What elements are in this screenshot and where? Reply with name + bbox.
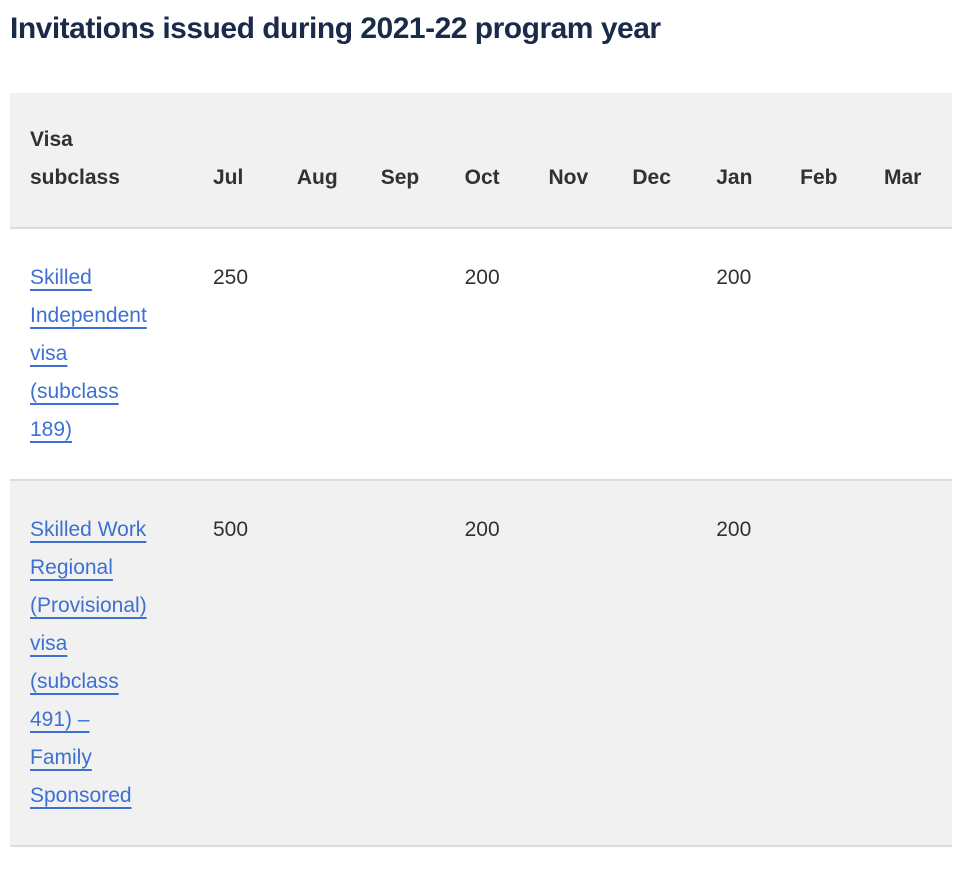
col-header-feb: Feb — [800, 166, 838, 189]
page-title: Invitations issued during 2021-22 progra… — [10, 12, 661, 45]
invitations-table-container: Visa subclass Jul Aug Sep Oct Nov Dec Ja… — [10, 93, 952, 847]
value-cell-nov — [533, 228, 617, 480]
value-cell-aug — [281, 228, 365, 480]
col-header-sep: Sep — [380, 166, 420, 189]
header-row: Visa subclass Jul Aug Sep Oct Nov Dec Ja… — [10, 93, 952, 228]
value-cell-dec — [616, 480, 700, 846]
table-row-subclass-189: Skilled Independent visa (subclass 189) … — [10, 228, 952, 480]
col-header-jul: Jul — [213, 166, 244, 189]
visa-link-subclass-491-family-sponsored[interactable]: Skilled Work Regional (Provisional) visa… — [30, 518, 147, 807]
value-cell-dec — [616, 228, 700, 480]
visa-subclass-cell: Skilled Independent visa (subclass 189) — [10, 228, 197, 480]
value-cell-aug — [281, 480, 365, 846]
visa-link-subclass-189[interactable]: Skilled Independent visa (subclass 189) — [30, 266, 147, 441]
value-cell-jul: 500 — [213, 518, 249, 541]
value-cell-sep — [365, 480, 449, 846]
value-cell-feb — [784, 228, 868, 480]
value-cell-jan: 200 — [716, 266, 752, 289]
visa-subclass-cell: Skilled Work Regional (Provisional) visa… — [10, 480, 197, 846]
col-header-jan: Jan — [716, 166, 753, 189]
col-header-mar: Mar — [884, 166, 922, 189]
invitations-table: Visa subclass Jul Aug Sep Oct Nov Dec Ja… — [10, 93, 952, 847]
value-cell-mar — [868, 480, 952, 846]
col-header-visa-subclass: Visa subclass — [30, 128, 120, 189]
value-cell-nov — [533, 480, 617, 846]
col-header-dec: Dec — [632, 166, 671, 189]
col-header-nov: Nov — [548, 166, 589, 189]
value-cell-jul: 250 — [213, 266, 249, 289]
table-row-subclass-491-family-sponsored: Skilled Work Regional (Provisional) visa… — [10, 480, 952, 846]
value-cell-oct: 200 — [464, 266, 500, 289]
value-cell-jan: 200 — [716, 518, 752, 541]
value-cell-mar — [868, 228, 952, 480]
value-cell-feb — [784, 480, 868, 846]
value-cell-sep — [365, 228, 449, 480]
value-cell-oct: 200 — [464, 518, 500, 541]
col-header-oct: Oct — [464, 166, 500, 189]
col-header-aug: Aug — [296, 166, 338, 189]
